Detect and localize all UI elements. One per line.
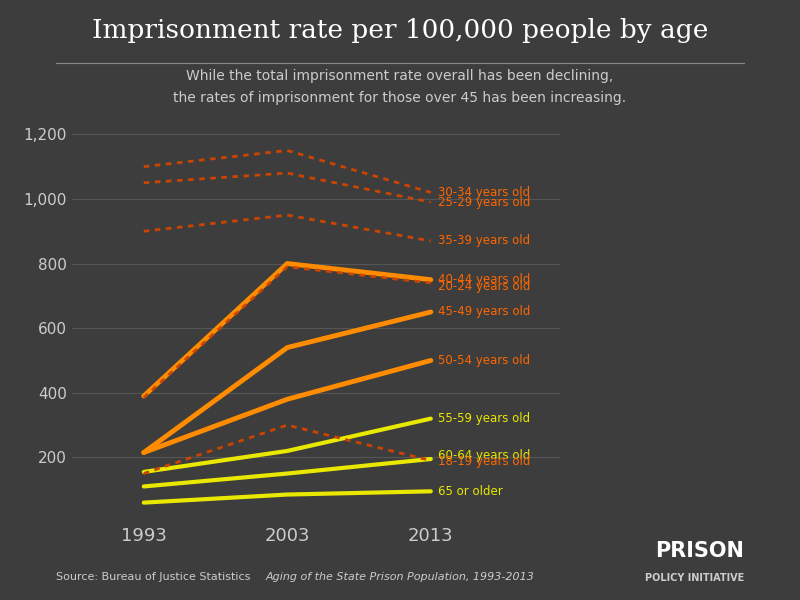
Text: While the total imprisonment rate overall has been declining,
the rates of impri: While the total imprisonment rate overal… [174,69,626,104]
Text: 25-29 years old: 25-29 years old [438,196,530,209]
Text: 30-34 years old: 30-34 years old [438,186,530,199]
Text: 60-64 years old: 60-64 years old [438,449,530,461]
Text: PRISON: PRISON [655,541,744,561]
Text: Aging of the State Prison Population, 1993-2013: Aging of the State Prison Population, 19… [266,572,534,582]
Text: 40-44 years old: 40-44 years old [438,273,530,286]
Text: 50-54 years old: 50-54 years old [438,354,530,367]
Text: 45-49 years old: 45-49 years old [438,305,530,319]
Text: Source: Bureau of Justice Statistics: Source: Bureau of Justice Statistics [56,572,254,582]
Text: Imprisonment rate per 100,000 people by age: Imprisonment rate per 100,000 people by … [92,18,708,43]
Text: 35-39 years old: 35-39 years old [438,235,530,247]
Text: 55-59 years old: 55-59 years old [438,412,530,425]
Text: POLICY INITIATIVE: POLICY INITIATIVE [645,573,744,583]
Text: 20-24 years old: 20-24 years old [438,280,530,293]
Text: 65 or older: 65 or older [438,485,502,498]
Text: 18-19 years old: 18-19 years old [438,455,530,468]
